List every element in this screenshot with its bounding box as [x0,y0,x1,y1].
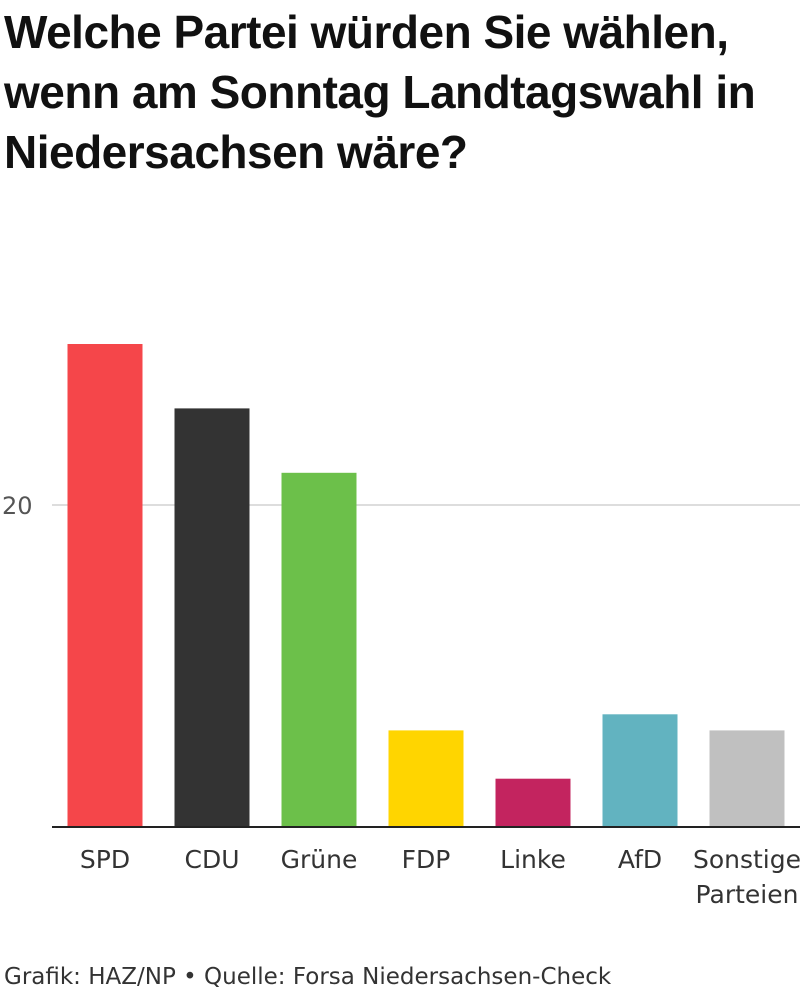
category-labels: SPD CDU Grüne FDP Linke AfD Sonstige Parteien [80,845,800,909]
chart-title: Welche Partei würden Sie wählen, wenn am… [4,6,756,178]
category-label: Sonstige Parteien [693,845,800,909]
y-tick-label: 20 [2,492,33,520]
category-label: CDU [184,845,239,874]
bar-spd [67,344,143,827]
category-label: AfD [618,845,662,874]
bar-sonstige-parteien [709,730,785,827]
bar-cdu [174,408,250,827]
source-note: Grafik: HAZ/NP • Quelle: Forsa Niedersac… [4,964,612,990]
category-label: Grüne [281,845,358,874]
bar-grüne [281,472,357,827]
category-label: SPD [80,845,130,874]
bar-fdp [388,730,464,827]
category-label: FDP [402,845,451,874]
bar-linke [495,778,571,827]
category-label: Linke [500,845,566,874]
bar-chart: 20 SPD CDU Grüne FDP Linke AfD Sonstige Parteie… [2,344,800,909]
bar-afd [602,714,678,827]
bars [67,344,785,827]
